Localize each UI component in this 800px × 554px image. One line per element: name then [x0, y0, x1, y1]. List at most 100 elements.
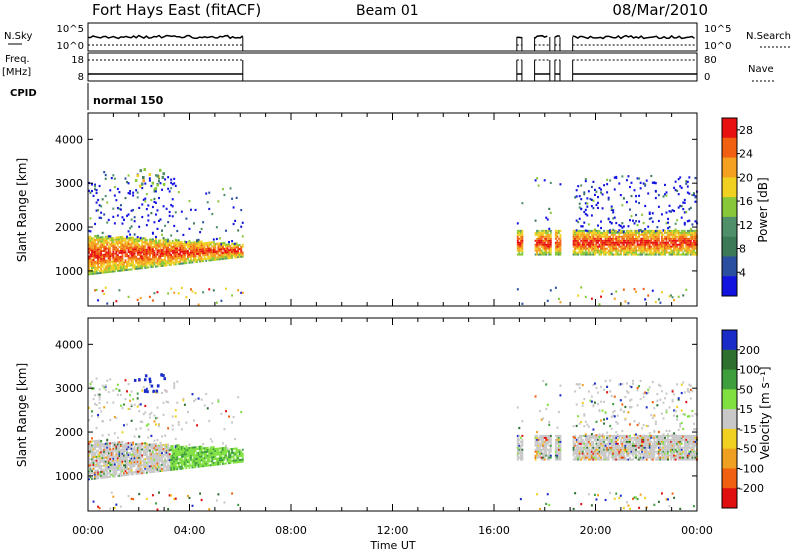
heatmap-cell [132, 457, 135, 460]
heatmap-cell [645, 229, 648, 232]
cpid-label: CPID [10, 88, 37, 99]
heatmap-cell [627, 247, 630, 250]
heatmap-cell [188, 447, 191, 449]
heatmap-cell [95, 260, 98, 263]
heatmap-cell [88, 462, 90, 465]
heatmap-cell [205, 452, 208, 455]
heatmap-cell [641, 213, 644, 216]
heatmap-cell [229, 247, 232, 250]
heatmap-cell [138, 265, 141, 268]
heatmap-cell [240, 225, 243, 228]
heatmap-cell [145, 266, 148, 269]
heatmap-cell [603, 245, 606, 248]
heatmap-cell [548, 227, 551, 230]
heatmap-cell [194, 464, 197, 467]
heatmap-cell [574, 196, 577, 199]
heatmap-cell [575, 444, 578, 447]
heatmap-cell [616, 237, 619, 240]
heatmap-cell [638, 245, 641, 248]
heatmap-cell [650, 247, 653, 250]
heatmap-cell [141, 263, 144, 266]
heatmap-cell [104, 442, 107, 445]
heatmap-cell [106, 263, 109, 266]
heatmap-cell [670, 253, 673, 256]
heatmap-cell [100, 246, 103, 249]
heatmap-cell [586, 205, 589, 208]
heatmap-cell [668, 231, 671, 234]
heatmap-cell [228, 450, 230, 453]
heatmap-cell [212, 458, 215, 460]
heatmap-cell [625, 253, 628, 256]
heatmap-cell [202, 244, 205, 247]
heatmap-cell [168, 190, 171, 193]
heatmap-cell [145, 193, 148, 196]
heatmap-cell [209, 251, 212, 254]
heatmap-cell [593, 401, 596, 404]
heatmap-cell [176, 245, 179, 248]
heatmap-cell [132, 459, 135, 462]
heatmap-cell [536, 448, 539, 451]
heatmap-cell [97, 234, 100, 237]
heatmap-cell [118, 464, 121, 467]
heatmap-cell [584, 434, 587, 437]
heatmap-cell [218, 256, 221, 259]
heatmap-cell [153, 242, 156, 245]
heatmap-cell [167, 221, 170, 224]
heatmap-cell [159, 446, 162, 449]
heatmap-cell [215, 301, 218, 304]
heatmap-cell [665, 243, 668, 246]
heatmap-cell [597, 201, 599, 204]
heatmap-cell [154, 456, 157, 459]
heatmap-cell [185, 463, 188, 466]
heatmap-cell [516, 233, 519, 236]
heatmap-cell [197, 455, 200, 458]
heatmap-cell [680, 241, 683, 244]
heatmap-cell [644, 253, 647, 256]
heatmap-cell [673, 243, 676, 246]
heatmap-cell [241, 221, 244, 224]
heatmap-cell [537, 448, 540, 451]
heatmap-cell [138, 468, 141, 471]
heatmap-cell [180, 457, 183, 460]
heatmap-cell [115, 254, 118, 257]
freq-panel [87, 52, 698, 82]
heatmap-cell [200, 252, 203, 255]
heatmap-cell [164, 178, 167, 181]
heatmap-cell [593, 237, 596, 240]
heatmap-cell [89, 241, 92, 244]
heatmap-cell [129, 407, 132, 411]
heatmap-cell [173, 382, 176, 385]
heatmap-cell [619, 245, 622, 248]
heatmap-cell [97, 268, 100, 271]
heatmap-cell [668, 243, 671, 246]
heatmap-cell [633, 237, 636, 240]
heatmap-cell [153, 292, 156, 295]
heatmap-cell [625, 229, 628, 232]
heatmap-cell [112, 248, 115, 251]
heatmap-cell [103, 474, 106, 477]
heatmap-cell [133, 254, 136, 257]
heatmap-cell [557, 444, 560, 447]
heatmap-cell [144, 258, 147, 261]
heatmap-cell [203, 250, 206, 253]
heatmap-cell [650, 233, 653, 236]
heatmap-cell [121, 263, 124, 266]
heatmap-cell [123, 456, 125, 459]
heatmap-cell [209, 249, 212, 252]
heatmap-cell [592, 444, 595, 447]
heatmap-cell [97, 449, 100, 452]
heatmap-cell [665, 241, 668, 244]
heatmap-cell [621, 222, 624, 225]
heatmap-cell [546, 235, 549, 238]
heatmap-cell [95, 246, 98, 249]
heatmap-cell [578, 454, 581, 457]
heatmap-cell [630, 239, 633, 242]
heatmap-cell [170, 460, 173, 463]
heatmap-cell [220, 258, 223, 261]
heatmap-cell [112, 258, 115, 261]
heatmap-cell [235, 256, 238, 259]
heatmap-cell [209, 456, 212, 459]
heatmap-cell [173, 245, 176, 248]
heatmap-cell [171, 454, 174, 457]
